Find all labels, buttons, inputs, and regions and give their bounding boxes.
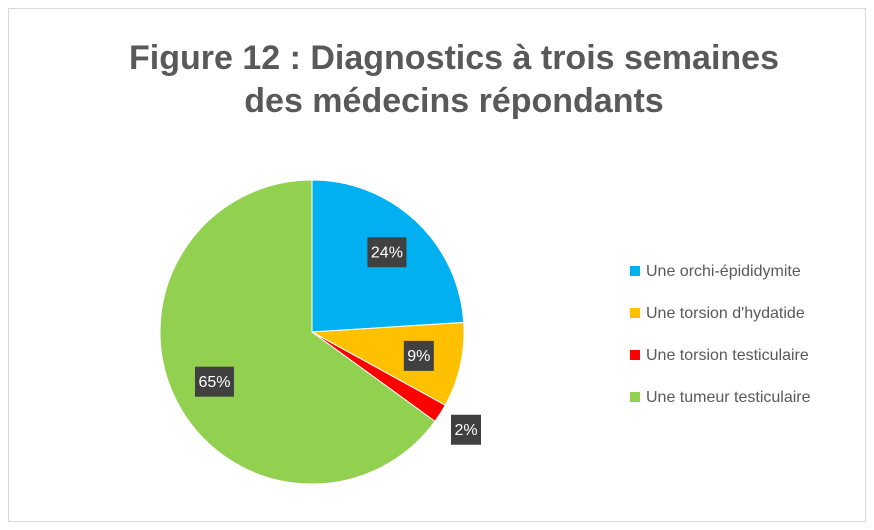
value-label-box xyxy=(451,414,482,445)
chart-title: des médecins répondants xyxy=(244,82,663,120)
legend-swatch xyxy=(630,266,640,276)
value-label: 65% xyxy=(198,374,230,391)
legend-swatch xyxy=(630,350,640,360)
value-label: 9% xyxy=(407,348,430,365)
value-label-box xyxy=(367,237,407,268)
value-label-box xyxy=(194,366,234,397)
legend-swatch xyxy=(630,392,640,402)
legend-label: Une torsion testiculaire xyxy=(646,347,809,364)
value-label: 2% xyxy=(454,422,477,439)
legend-swatch xyxy=(630,308,640,318)
legend-label: Une torsion d'hydatide xyxy=(646,305,805,322)
chart-title: Figure 12 : Diagnostics à trois semaines xyxy=(129,39,779,77)
value-label: 24% xyxy=(371,244,403,261)
pie-slice xyxy=(159,179,436,485)
value-label-box xyxy=(403,340,434,371)
legend-label: Une tumeur testiculaire xyxy=(646,389,811,406)
legend-label: Une orchi-épididymite xyxy=(646,263,801,280)
